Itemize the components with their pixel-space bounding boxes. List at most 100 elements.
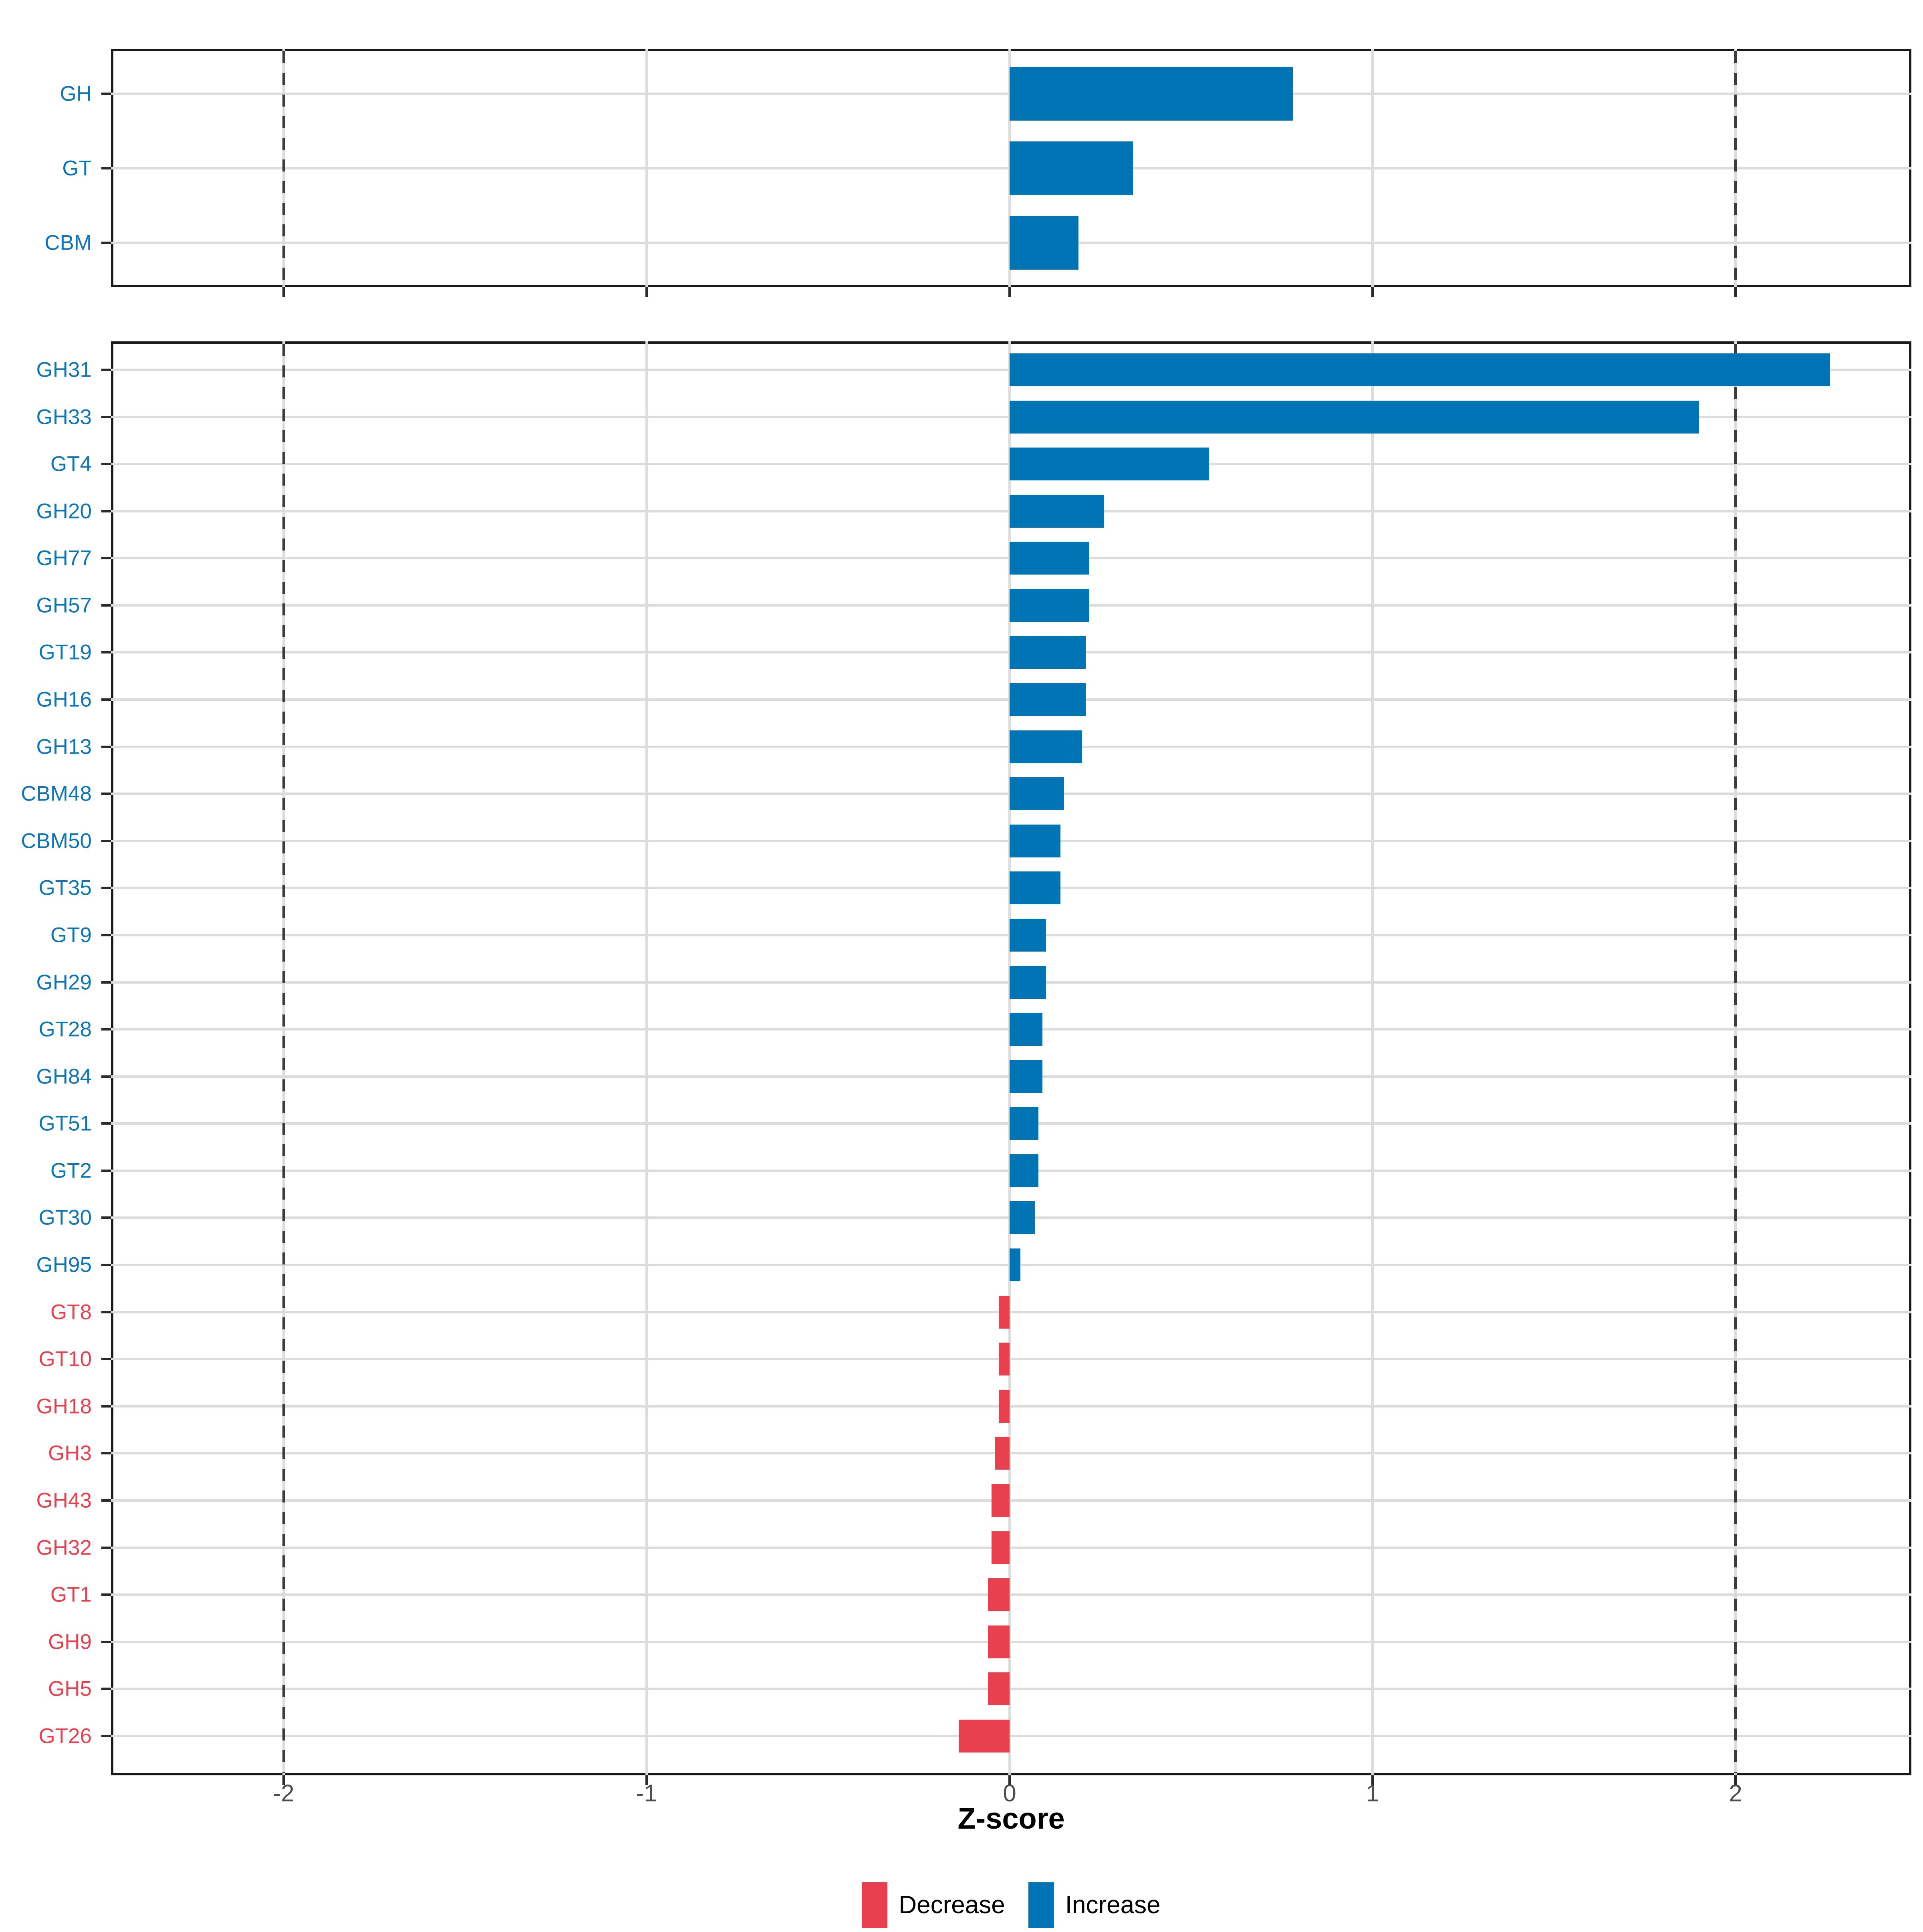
- y-tick-cbm: [101, 242, 111, 244]
- category-label-gh13: GH13: [36, 735, 92, 759]
- category-label-gt28: GT28: [38, 1017, 92, 1041]
- category-label-gh20: GH20: [36, 499, 92, 523]
- y-tick-gh77: [101, 557, 111, 560]
- y-tick-gt19: [101, 651, 111, 654]
- y-tick-gh29: [101, 981, 111, 984]
- bar-gt8: [998, 1295, 1010, 1329]
- x-tick-top-panel-2: [1734, 287, 1737, 297]
- x-tick-top-panel-1: [1371, 287, 1374, 297]
- bar-cbm48: [1010, 777, 1064, 811]
- bar-gh77: [1010, 542, 1090, 575]
- y-tick-gh13: [101, 745, 111, 748]
- bar-gt51: [1010, 1107, 1039, 1140]
- bar-gt9: [1010, 918, 1046, 952]
- bar-cbm: [1010, 216, 1079, 270]
- category-label-gt51: GT51: [38, 1111, 92, 1135]
- bar-gh20: [1010, 494, 1104, 528]
- x-tick-label-2: 2: [1729, 1780, 1742, 1807]
- category-label-gt2: GT2: [50, 1159, 92, 1183]
- category-label-gt26: GT26: [38, 1724, 92, 1748]
- x-tick-bottom-panel--1: [645, 1775, 648, 1785]
- y-tick-gt2: [101, 1169, 111, 1172]
- category-label-cbm48: CBM48: [21, 782, 92, 806]
- category-label-gh84: GH84: [36, 1065, 92, 1089]
- category-label-gh18: GH18: [36, 1394, 92, 1418]
- y-tick-gt: [101, 167, 111, 169]
- y-tick-gt9: [101, 934, 111, 936]
- y-tick-gt1: [101, 1593, 111, 1596]
- legend-label-decrease: Decrease: [899, 1891, 1005, 1919]
- category-label-gt8: GT8: [50, 1300, 92, 1324]
- x-tick-top-panel--2: [282, 287, 285, 297]
- category-label-gt1: GT1: [50, 1583, 92, 1607]
- bottom-panel: [111, 341, 1911, 1775]
- bar-cbm50: [1010, 824, 1060, 857]
- legend-swatch-decrease-icon: [862, 1882, 888, 1928]
- category-label-cbm: CBM: [44, 231, 92, 255]
- category-label-gt19: GT19: [38, 640, 92, 664]
- x-tick-bottom-panel-1: [1371, 1775, 1374, 1785]
- legend: Decrease Increase: [111, 1878, 1911, 1932]
- gridline-row-gh32: [111, 1546, 1911, 1549]
- gridline-row-gh5: [111, 1688, 1911, 1690]
- bar-gh57: [1010, 589, 1090, 622]
- category-label-gh32: GH32: [36, 1536, 92, 1559]
- gridline-row-gt1: [111, 1593, 1911, 1596]
- bar-gh84: [1010, 1060, 1042, 1093]
- gridline-row-gh9: [111, 1640, 1911, 1643]
- bar-gt30: [1010, 1201, 1035, 1234]
- gridline-row-gt26: [111, 1734, 1911, 1737]
- y-tick-gt28: [101, 1028, 111, 1031]
- gridline-x--1: [645, 341, 648, 1775]
- y-tick-gh32: [101, 1546, 111, 1549]
- category-label-gt4: GT4: [50, 452, 92, 476]
- y-tick-gt30: [101, 1216, 111, 1219]
- x-tick-bottom-panel-2: [1734, 1775, 1737, 1785]
- y-tick-gt26: [101, 1734, 111, 1737]
- bar-gt35: [1010, 871, 1060, 905]
- x-tick-label-0: 0: [1003, 1780, 1016, 1807]
- x-tick-label--1: -1: [636, 1780, 657, 1807]
- bar-gh33: [1010, 400, 1699, 434]
- x-tick-label-1: 1: [1366, 1780, 1379, 1807]
- bar-gt19: [1010, 636, 1086, 669]
- gridline-row-gh43: [111, 1499, 1911, 1502]
- bar-gh5: [988, 1672, 1010, 1706]
- y-tick-gh3: [101, 1452, 111, 1455]
- y-tick-gh84: [101, 1075, 111, 1078]
- y-tick-gh57: [101, 604, 111, 607]
- y-tick-gh5: [101, 1688, 111, 1690]
- y-tick-gt10: [101, 1358, 111, 1361]
- y-tick-gh95: [101, 1264, 111, 1266]
- x-tick-label--2: -2: [273, 1780, 294, 1807]
- bar-gt26: [959, 1719, 1010, 1753]
- category-label-gt: GT: [62, 156, 92, 180]
- bar-gh31: [1010, 353, 1830, 386]
- top-panel: [111, 49, 1911, 287]
- y-tick-gh16: [101, 698, 111, 701]
- bar-gt2: [1010, 1154, 1039, 1187]
- legend-swatch-increase-icon: [1028, 1882, 1054, 1928]
- legend-item-decrease: Decrease: [862, 1882, 1005, 1928]
- bar-gh16: [1010, 683, 1086, 716]
- x-tick-top-panel--1: [645, 287, 648, 297]
- y-tick-gh20: [101, 510, 111, 512]
- gridline-row-gt10: [111, 1358, 1911, 1361]
- y-tick-gh9: [101, 1640, 111, 1643]
- gridline-row-gh18: [111, 1405, 1911, 1408]
- dashed-reference-line-2: [1734, 344, 1737, 1773]
- y-tick-cbm48: [101, 793, 111, 795]
- bar-gh29: [1010, 966, 1046, 999]
- x-tick-bottom-panel--2: [282, 1775, 285, 1785]
- y-tick-gh18: [101, 1405, 111, 1408]
- bar-gh95: [1010, 1248, 1021, 1282]
- dashed-reference-line--2: [282, 344, 285, 1773]
- category-label-gh31: GH31: [36, 358, 92, 382]
- x-tick-bottom-panel-0: [1008, 1775, 1011, 1785]
- gridline-x-0: [1008, 341, 1011, 1775]
- x-tick-top-panel-0: [1008, 287, 1011, 297]
- bar-gt28: [1010, 1013, 1042, 1046]
- y-tick-gh43: [101, 1499, 111, 1502]
- bar-gt10: [998, 1343, 1010, 1376]
- category-label-gt30: GT30: [38, 1206, 92, 1230]
